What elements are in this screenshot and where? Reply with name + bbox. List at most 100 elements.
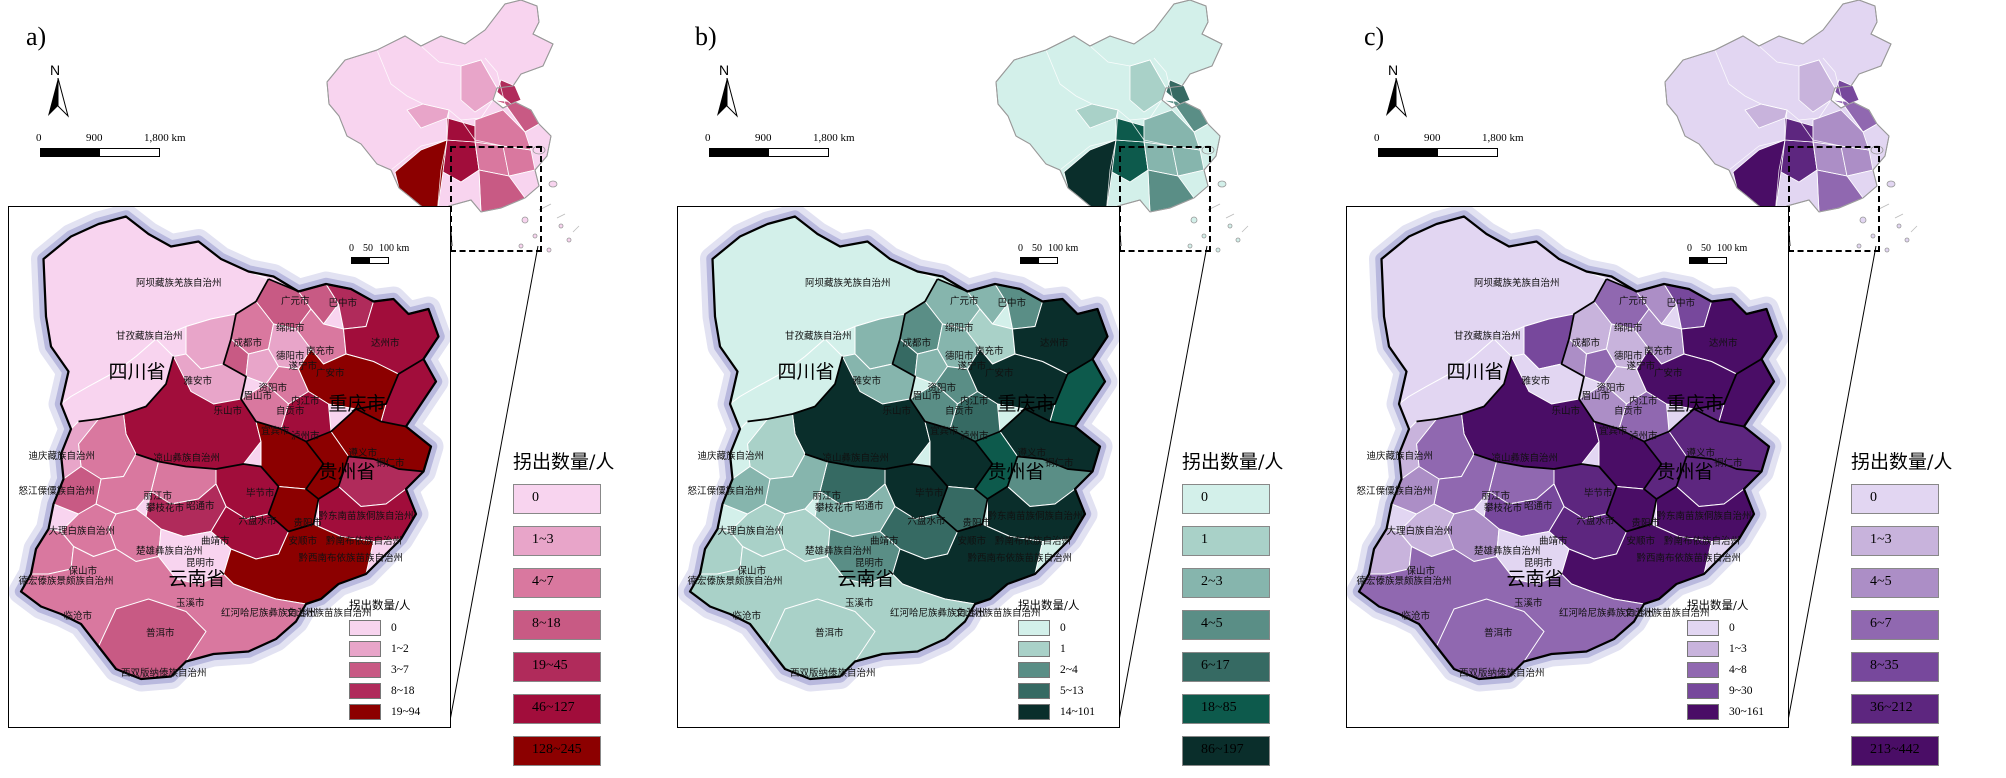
city-label: 毕节市 xyxy=(915,488,944,499)
city-label: 铜仁市 xyxy=(376,458,405,469)
city-label: 乐山市 xyxy=(1551,405,1581,417)
city-label: 巴中市 xyxy=(1666,298,1696,309)
city-label: 自贡市 xyxy=(276,405,305,417)
small-legend-item: 3~7 xyxy=(349,659,449,680)
legend-swatch xyxy=(1687,703,1719,720)
city-label: 广安市 xyxy=(316,368,345,379)
city-label: 绵阳市 xyxy=(945,323,974,334)
zoom-extent-box xyxy=(450,146,542,252)
big-legend-item: 1 xyxy=(1182,526,1332,568)
legend-label: 0 xyxy=(1060,621,1066,634)
city-label: 毕节市 xyxy=(246,488,275,499)
big-legend-title: 拐出数量/人 xyxy=(1851,451,1953,473)
city-label: 遵义市 xyxy=(348,448,378,459)
big-legend-item: 46~127 xyxy=(513,694,663,736)
city-label: 德阳市 xyxy=(276,350,305,362)
city-label: 广元市 xyxy=(1619,295,1648,307)
city-label: 玉溪市 xyxy=(845,598,874,609)
small-legend-title: 拐出数量/人 xyxy=(349,598,411,612)
city-label: 铜仁市 xyxy=(1714,458,1743,469)
legend-swatch: 1~3 xyxy=(513,526,601,556)
scale-tick-0: 0 xyxy=(1374,132,1380,144)
province-label: 四川省 xyxy=(108,360,166,383)
city-label: 六盘水市 xyxy=(238,515,277,527)
big-legend: 拐出数量/人 0 1~3 4~7 8~18 19~45 46~127 128~245 xyxy=(513,447,663,778)
city-label: 巴中市 xyxy=(328,298,358,309)
city-label: 甘孜藏族自治州 xyxy=(1454,330,1521,342)
city-label: 攀枝花市 xyxy=(1484,503,1523,514)
big-legend-item: 0 xyxy=(1851,484,2001,526)
city-label: 保山市 xyxy=(68,565,98,577)
legend-swatch: 128~245 xyxy=(513,736,601,766)
city-label: 临沧市 xyxy=(732,610,762,622)
legend-label: 4~8 xyxy=(1729,663,1747,676)
small-legend-item: 5~13 xyxy=(1018,680,1118,701)
big-legend-item: 6~7 xyxy=(1851,610,2001,652)
city-label: 德宏傣族景颇族自治州 xyxy=(18,575,114,587)
city-label: 成都市 xyxy=(1571,338,1601,349)
big-legend-item: 2~3 xyxy=(1182,568,1332,610)
big-legend-item: 0 xyxy=(513,484,663,526)
city-label: 眉山市 xyxy=(912,390,942,402)
small-legend: 拐出数量/人 0 1 2~4 5~13 14~101 xyxy=(1018,597,1118,722)
city-label: 黔西南布依族苗族自治州 xyxy=(298,553,404,564)
city-label: 绵阳市 xyxy=(276,323,305,334)
legend-swatch: 19~45 xyxy=(513,652,601,682)
city-label: 德阳市 xyxy=(1614,350,1643,362)
city-label: 红河哈尼族彝族自治州 xyxy=(890,608,986,619)
small-legend-item: 0 xyxy=(349,617,449,638)
big-legend-item: 0 xyxy=(1182,484,1332,526)
big-legend-item: 128~245 xyxy=(513,736,663,778)
big-legend-item: 4~5 xyxy=(1851,568,2001,610)
city-label: 广安市 xyxy=(1654,368,1683,379)
city-label: 楚雄彝族自治州 xyxy=(1474,545,1541,557)
city-label: 达州市 xyxy=(371,338,400,349)
inset-scale-0: 0 xyxy=(1018,243,1023,254)
legend-label: 8~35 xyxy=(1870,658,1899,673)
big-legend-item: 213~442 xyxy=(1851,736,2001,778)
scale-tick-1800: 1,800 km xyxy=(1482,132,1524,144)
city-label: 凉山彝族自治州 xyxy=(153,453,221,464)
legend-label: 1~2 xyxy=(391,642,409,655)
city-label: 保山市 xyxy=(737,565,767,577)
legend-swatch: 18~85 xyxy=(1182,694,1270,724)
city-label: 昭通市 xyxy=(855,500,884,512)
city-label: 南充市 xyxy=(306,345,335,357)
legend-swatch xyxy=(1018,703,1050,720)
big-legend-item: 19~45 xyxy=(513,652,663,694)
north-arrow-icon: N xyxy=(711,62,741,122)
legend-swatch: 4~7 xyxy=(513,568,601,598)
city-label: 怒江傈僳族自治州 xyxy=(687,485,764,497)
city-label: 广安市 xyxy=(985,368,1014,379)
province-label: 四川省 xyxy=(777,360,835,383)
big-legend-title: 拐出数量/人 xyxy=(513,451,615,473)
small-legend-item: 4~8 xyxy=(1687,659,1787,680)
legend-swatch: 36~212 xyxy=(1851,694,1939,724)
map-panel-b: b) N 0 900 1,800 km 0 50 100 km 阿坝藏族羌族自治州 广元市 巴中市绵… xyxy=(669,0,1337,766)
legend-swatch xyxy=(1018,640,1050,657)
city-label: 广元市 xyxy=(950,295,979,307)
city-label: 广元市 xyxy=(281,295,310,307)
city-label: 六盘水市 xyxy=(907,515,946,527)
legend-label: 14~101 xyxy=(1060,705,1095,718)
big-legend: 拐出数量/人 0 1~3 4~5 6~7 8~35 36~212 213~442 xyxy=(1851,447,2001,778)
city-label: 昭通市 xyxy=(1524,500,1553,512)
scale-bar: 0 900 1,800 km xyxy=(1374,132,1574,172)
city-label: 贵阳市 xyxy=(293,518,323,529)
city-label: 眉山市 xyxy=(1581,390,1611,402)
legend-label: 18~85 xyxy=(1201,700,1237,715)
province-label: 四川省 xyxy=(1446,360,1504,383)
city-label: 文山壮族苗族自治州 xyxy=(955,608,1041,619)
legend-swatch xyxy=(349,661,381,678)
city-label: 普洱市 xyxy=(1484,628,1513,639)
legend-label: 0 xyxy=(532,490,539,505)
legend-label: 1 xyxy=(1201,532,1208,547)
city-label: 黔南布依族自治州 xyxy=(1664,535,1741,547)
city-label: 迪庆藏族自治州 xyxy=(697,450,765,462)
city-label: 巴中市 xyxy=(997,298,1027,309)
zoom-extent-box xyxy=(1788,146,1880,252)
city-label: 玉溪市 xyxy=(176,598,205,609)
legend-swatch: 1~3 xyxy=(1851,526,1939,556)
big-legend-item: 1~3 xyxy=(513,526,663,568)
city-label: 德阳市 xyxy=(945,350,974,362)
